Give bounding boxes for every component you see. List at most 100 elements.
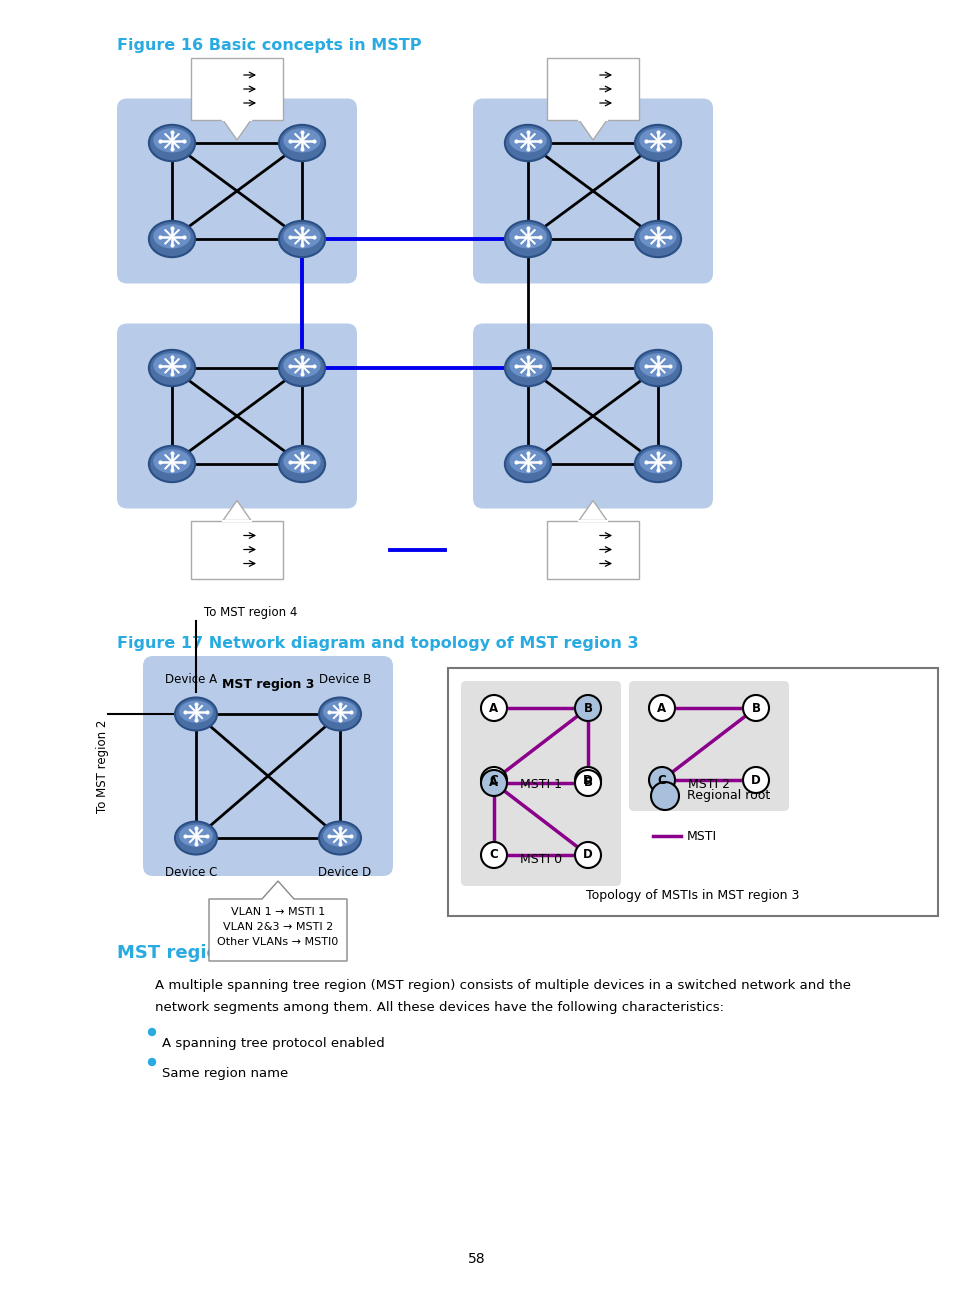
Ellipse shape [635, 446, 680, 482]
Polygon shape [223, 121, 251, 140]
Ellipse shape [174, 697, 216, 731]
Ellipse shape [153, 128, 191, 153]
Circle shape [575, 767, 600, 793]
Polygon shape [209, 881, 347, 962]
Ellipse shape [635, 350, 680, 386]
Ellipse shape [179, 824, 213, 846]
Text: A: A [489, 701, 498, 714]
Text: MST region 3: MST region 3 [222, 678, 314, 691]
Text: Device C: Device C [165, 866, 217, 879]
Ellipse shape [509, 450, 546, 473]
Ellipse shape [149, 350, 195, 386]
FancyBboxPatch shape [473, 98, 712, 284]
Ellipse shape [509, 224, 546, 249]
Text: network segments among them. All these devices have the following characteristic: network segments among them. All these d… [154, 1001, 723, 1013]
Polygon shape [546, 58, 639, 121]
FancyBboxPatch shape [460, 756, 620, 886]
Ellipse shape [639, 354, 676, 377]
Text: Topology of MSTIs in MST region 3: Topology of MSTIs in MST region 3 [586, 889, 799, 902]
Circle shape [742, 695, 768, 721]
Text: B: B [751, 701, 760, 714]
Text: D: D [582, 849, 592, 862]
Text: B: B [583, 776, 592, 789]
Ellipse shape [323, 824, 356, 846]
FancyBboxPatch shape [448, 667, 937, 916]
Polygon shape [578, 121, 606, 140]
Circle shape [480, 842, 506, 868]
Text: To MST region 4: To MST region 4 [204, 607, 297, 619]
Ellipse shape [149, 220, 195, 257]
Ellipse shape [278, 446, 325, 482]
Text: A: A [489, 776, 498, 789]
Circle shape [648, 767, 675, 793]
Text: Device B: Device B [318, 673, 371, 686]
Circle shape [480, 767, 506, 793]
Ellipse shape [149, 446, 195, 482]
Text: Device A: Device A [165, 673, 217, 686]
Text: MSTI 0: MSTI 0 [519, 853, 561, 866]
FancyBboxPatch shape [628, 680, 788, 811]
Ellipse shape [509, 354, 546, 377]
Text: Regional root: Regional root [686, 789, 769, 802]
Circle shape [149, 1059, 155, 1065]
Ellipse shape [639, 450, 676, 473]
Ellipse shape [149, 124, 195, 161]
Ellipse shape [153, 450, 191, 473]
Ellipse shape [318, 697, 360, 731]
Circle shape [575, 842, 600, 868]
FancyBboxPatch shape [473, 324, 712, 508]
Text: A multiple spanning tree region (MST region) consists of multiple devices in a s: A multiple spanning tree region (MST reg… [154, 978, 850, 991]
Ellipse shape [153, 354, 191, 377]
Text: D: D [582, 774, 592, 787]
Ellipse shape [504, 350, 551, 386]
Circle shape [742, 767, 768, 793]
Text: C: C [489, 849, 497, 862]
Text: MSTI: MSTI [686, 829, 717, 842]
Text: MSTI 2: MSTI 2 [687, 778, 729, 791]
Ellipse shape [174, 822, 216, 854]
Polygon shape [191, 521, 283, 578]
Text: MST region: MST region [117, 943, 232, 962]
Text: Same region name: Same region name [162, 1067, 288, 1080]
Text: MSTI 1: MSTI 1 [519, 778, 561, 791]
Ellipse shape [179, 701, 213, 723]
Text: C: C [657, 774, 666, 787]
Polygon shape [578, 500, 606, 521]
Text: B: B [583, 701, 592, 714]
Text: To MST region 2: To MST region 2 [96, 719, 110, 813]
Circle shape [480, 695, 506, 721]
Ellipse shape [278, 220, 325, 257]
Circle shape [480, 770, 506, 796]
Text: C: C [489, 774, 497, 787]
Circle shape [648, 695, 675, 721]
Text: Figure 16 Basic concepts in MSTP: Figure 16 Basic concepts in MSTP [117, 38, 421, 53]
FancyBboxPatch shape [143, 656, 393, 876]
Circle shape [149, 1029, 155, 1036]
Ellipse shape [283, 224, 320, 249]
Ellipse shape [635, 124, 680, 161]
FancyBboxPatch shape [460, 680, 620, 811]
Ellipse shape [639, 128, 676, 153]
Ellipse shape [504, 220, 551, 257]
Ellipse shape [509, 128, 546, 153]
Ellipse shape [323, 701, 356, 723]
Ellipse shape [278, 124, 325, 161]
Text: A: A [657, 701, 666, 714]
FancyBboxPatch shape [117, 324, 356, 508]
Text: D: D [750, 774, 760, 787]
Text: Figure 17 Network diagram and topology of MST region 3: Figure 17 Network diagram and topology o… [117, 636, 638, 651]
Ellipse shape [283, 354, 320, 377]
Ellipse shape [283, 128, 320, 153]
Ellipse shape [635, 220, 680, 257]
Ellipse shape [504, 124, 551, 161]
Text: Device D: Device D [318, 866, 372, 879]
Ellipse shape [639, 224, 676, 249]
Polygon shape [191, 58, 283, 121]
Circle shape [575, 770, 600, 796]
Polygon shape [223, 500, 251, 521]
Ellipse shape [318, 822, 360, 854]
Circle shape [575, 695, 600, 721]
Text: A spanning tree protocol enabled: A spanning tree protocol enabled [162, 1037, 384, 1050]
Ellipse shape [283, 450, 320, 473]
Ellipse shape [153, 224, 191, 249]
